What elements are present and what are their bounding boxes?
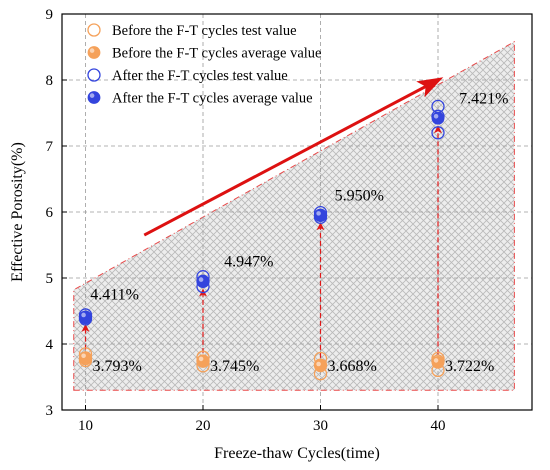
trend-region xyxy=(73,40,515,391)
data-point xyxy=(79,310,92,324)
y-tick-label: 9 xyxy=(46,7,54,23)
data-point-body xyxy=(431,355,445,369)
axis-ticks: 10 20 30 40 3 4 5 6 7 8 9 xyxy=(46,7,446,434)
legend-label: After the F-T cycles average value xyxy=(112,91,313,107)
x-tick-label: 40 xyxy=(431,418,446,434)
data-point-highlight xyxy=(81,353,86,359)
data-point-highlight xyxy=(316,211,321,216)
legend-label: After the F-T cycles test value xyxy=(112,68,288,84)
legend-label: Before the F-T cycles average value xyxy=(112,46,321,62)
data-point xyxy=(196,354,210,368)
value-label: 3.668% xyxy=(328,358,377,375)
data-point xyxy=(314,359,327,373)
data-point xyxy=(431,355,445,369)
legend-marker-highlight xyxy=(89,93,95,98)
legend-marker-body xyxy=(87,91,101,104)
legend-marker xyxy=(87,68,101,82)
value-label: 5.950% xyxy=(335,188,384,205)
trend-arrow-layer xyxy=(143,77,444,237)
data-point-body xyxy=(314,208,327,222)
data-point-body xyxy=(79,351,92,365)
data-point xyxy=(314,208,327,222)
x-tick-label: 30 xyxy=(313,418,328,434)
data-point-highlight xyxy=(198,356,204,362)
data-point xyxy=(431,126,445,140)
value-label: 4.947% xyxy=(224,254,273,271)
data-point-body xyxy=(196,354,210,368)
legend-label: Before the F-T cycles test value xyxy=(112,23,297,39)
data-point-body xyxy=(431,111,445,125)
data-point xyxy=(79,351,92,365)
y-axis-title: Effective Porosity(%) xyxy=(9,142,26,282)
data-point-highlight xyxy=(433,114,439,119)
legend-marker-highlight xyxy=(89,48,95,53)
value-label: 4.411% xyxy=(90,287,139,304)
legend-marker xyxy=(87,23,101,37)
x-tick-label: 10 xyxy=(78,418,93,434)
data-point xyxy=(431,111,445,125)
y-tick-label: 4 xyxy=(46,337,54,353)
y-tick-label: 8 xyxy=(46,73,54,89)
data-point-body xyxy=(314,359,327,373)
data-point xyxy=(196,275,210,288)
x-tick-label: 20 xyxy=(196,418,211,434)
change-arrows xyxy=(81,125,442,358)
legend-marker xyxy=(87,91,101,104)
legend-marker-body xyxy=(87,46,101,59)
x-axis-title: Freeze-thaw Cycles(time) xyxy=(214,445,380,462)
value-label: 7.421% xyxy=(459,90,508,107)
data-point-highlight xyxy=(433,358,439,363)
value-label: 3.745% xyxy=(210,358,259,375)
value-label: 3.793% xyxy=(93,358,142,375)
annotations: 3.793% 3.745% 3.668% 3.722% 4.411% 4.947% 5.95… xyxy=(90,90,508,374)
data-points xyxy=(78,99,445,381)
data-point-highlight xyxy=(198,277,204,282)
trend-region-layer xyxy=(73,40,515,391)
y-tick-label: 6 xyxy=(46,205,54,221)
data-point-body xyxy=(79,310,92,324)
data-point-highlight xyxy=(316,361,321,367)
legend: Before the F-T cycles test value Before t… xyxy=(87,23,321,107)
y-tick-label: 7 xyxy=(46,139,54,155)
y-tick-label: 5 xyxy=(46,271,54,287)
y-tick-label: 3 xyxy=(46,403,54,419)
data-point-body xyxy=(196,275,210,288)
trend-arrow xyxy=(143,77,444,237)
data-point-highlight xyxy=(81,312,86,318)
value-label: 3.722% xyxy=(445,358,494,375)
legend-marker xyxy=(87,46,101,59)
